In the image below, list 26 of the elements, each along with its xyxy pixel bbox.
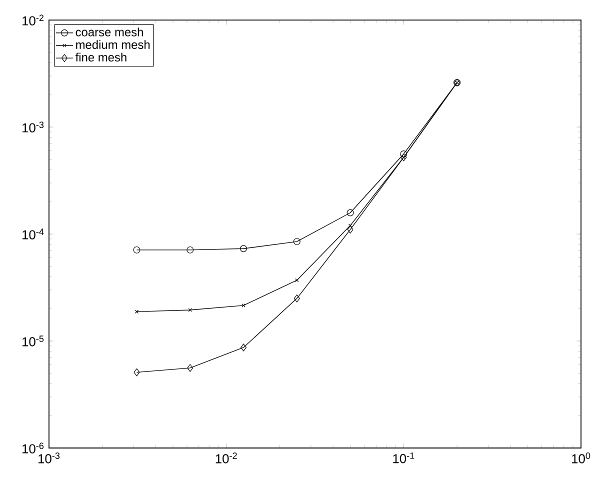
point bbox=[133, 246, 140, 254]
point bbox=[242, 304, 246, 308]
point bbox=[134, 368, 140, 376]
point bbox=[295, 278, 299, 282]
point bbox=[294, 294, 300, 302]
y-tick-label: 10$^{-6}$ bbox=[22, 442, 44, 454]
point bbox=[346, 209, 354, 216]
y-tick-label: 10$^{-4}$ bbox=[22, 228, 44, 240]
point bbox=[186, 246, 194, 254]
point bbox=[188, 308, 192, 312]
point bbox=[187, 364, 194, 372]
x-tick-label: 10$^{-3}$ bbox=[38, 452, 60, 464]
point bbox=[293, 238, 300, 246]
y-tick-label: 10$^{-2}$ bbox=[22, 14, 44, 26]
legend-label: fine mesh bbox=[75, 52, 126, 62]
point bbox=[240, 344, 247, 352]
point bbox=[400, 150, 408, 158]
legend-label: medium mesh bbox=[76, 40, 150, 49]
point bbox=[240, 245, 248, 252]
point bbox=[347, 226, 354, 234]
x-tick-label: 10$^{0}$ bbox=[572, 452, 590, 464]
y-tick-label: 10$^{-5}$ bbox=[22, 336, 44, 346]
y-tick-label: 10$^{-3}$ bbox=[22, 122, 44, 132]
x-tick-label: 10$^{-1}$ bbox=[393, 452, 414, 464]
x-tick-label: 10$^{-2}$ bbox=[216, 452, 237, 464]
legend-label: coarse mesh bbox=[76, 28, 143, 36]
